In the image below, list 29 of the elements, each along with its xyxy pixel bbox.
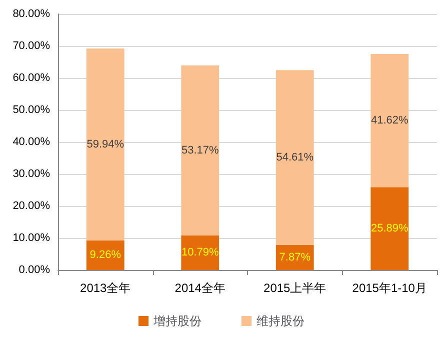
bar [86, 48, 124, 240]
y-tick-label: 10.00% [12, 232, 50, 244]
y-tick-label: 20.00% [12, 200, 50, 212]
bar [370, 187, 409, 270]
data-label: 53.17% [181, 144, 219, 156]
y-tick-label: 30.00% [12, 168, 50, 180]
y-tick-label: 50.00% [12, 104, 50, 116]
x-tick-label: 2014全年 [174, 281, 226, 295]
data-label: 10.79% [181, 246, 219, 259]
bar [370, 54, 409, 188]
y-tick-label: 0.00% [18, 264, 50, 276]
x-tick-label: 2013全年 [80, 281, 131, 295]
legend-label: 增持股份 [152, 314, 202, 328]
y-tick-label: 80.00% [12, 8, 50, 20]
data-label: 59.94% [86, 138, 124, 150]
x-tick-label: 2015年1-10月 [352, 281, 427, 295]
data-label: 9.26% [90, 249, 122, 262]
data-label: 25.89% [370, 222, 408, 235]
bar [276, 70, 314, 245]
y-tick-label: 60.00% [12, 72, 50, 84]
bar [181, 65, 220, 236]
data-label: 54.61% [276, 151, 314, 164]
legend-label: 维持股份 [256, 314, 304, 328]
data-label: 7.87% [279, 251, 311, 264]
y-tick-label: 70.00% [12, 40, 50, 52]
x-tick-label: 2015上半年 [264, 281, 326, 295]
y-tick-label: 40.00% [12, 136, 50, 148]
data-label: 41.62% [370, 114, 408, 127]
bar [181, 235, 220, 270]
